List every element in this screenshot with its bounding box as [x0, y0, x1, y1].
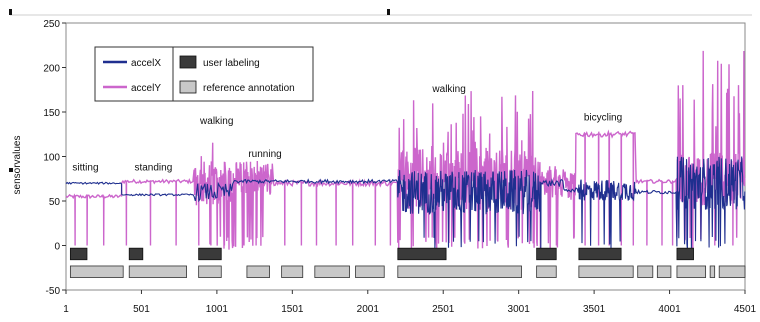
legend-swatch-box [179, 80, 197, 94]
x-tick-label: 1001 [206, 304, 229, 315]
reference-annotation-bar [676, 265, 707, 278]
legend-label: reference annotation [203, 83, 295, 94]
x-tick-label: 501 [133, 304, 150, 315]
user-labeling-bar [69, 247, 88, 261]
y-tick-label: 0 [54, 242, 60, 253]
series-line-accelX [65, 156, 746, 250]
x-tick-label: 2001 [357, 304, 380, 315]
user-labeling-bar [578, 247, 622, 261]
legend-label: user labeling [203, 58, 260, 69]
y-tick-label: 100 [43, 153, 60, 164]
user-labeling-bar [198, 247, 222, 261]
y-axis-label: sensorvalues [12, 136, 23, 195]
activity-label: running [248, 149, 281, 160]
reference-annotation-bar [355, 265, 385, 278]
legend-label: accelY [131, 83, 161, 94]
reference-annotation-bar [69, 265, 124, 278]
legend-box [94, 46, 314, 102]
activity-label: standing [134, 162, 172, 173]
activity-label: walking [431, 84, 465, 95]
reference-annotation-bar [128, 265, 187, 278]
reference-annotation-bar [281, 265, 304, 278]
reference-annotation-bar [709, 265, 716, 278]
reference-annotation-bar [718, 265, 746, 278]
reference-annotation-bar [397, 265, 522, 278]
user-labeling-bar [536, 247, 557, 261]
reference-annotation-bar [637, 265, 654, 278]
x-tick-label: 2501 [432, 304, 455, 315]
y-tick-label: 200 [43, 64, 60, 75]
reference-annotation-bar [314, 265, 350, 278]
x-tick-label: 4501 [734, 304, 757, 315]
y-tick-label: 50 [49, 197, 61, 208]
y-tick-label: -50 [46, 286, 61, 297]
reference-annotation-bar [578, 265, 634, 278]
y-tick-label: 250 [43, 19, 60, 30]
x-tick-label: 4001 [658, 304, 681, 315]
user-labeling-bar [676, 247, 694, 261]
legend-label: accelX [131, 58, 161, 69]
x-tick-label: 3001 [508, 304, 531, 315]
user-labeling-bar [397, 247, 447, 261]
activity-label: bicycling [584, 112, 622, 123]
activity-label: sitting [72, 162, 98, 173]
top-frame-mark-left [9, 9, 12, 15]
series-line-accelY [65, 50, 746, 250]
reference-annotation-bar [536, 265, 557, 278]
top-frame-mark-mid [387, 9, 390, 15]
x-tick-label: 1 [63, 304, 69, 315]
y-tick-label: 150 [43, 108, 60, 119]
user-labeling-bar [128, 247, 144, 261]
reference-annotation-bar [656, 265, 672, 278]
x-tick-label: 1501 [281, 304, 304, 315]
legend-swatch-box [179, 55, 197, 69]
reference-annotation-bar [198, 265, 222, 278]
reference-annotation-bar [246, 265, 270, 278]
side-frame-mark [9, 168, 13, 172]
x-tick-label: 3501 [583, 304, 606, 315]
activity-label: walking [199, 116, 233, 127]
